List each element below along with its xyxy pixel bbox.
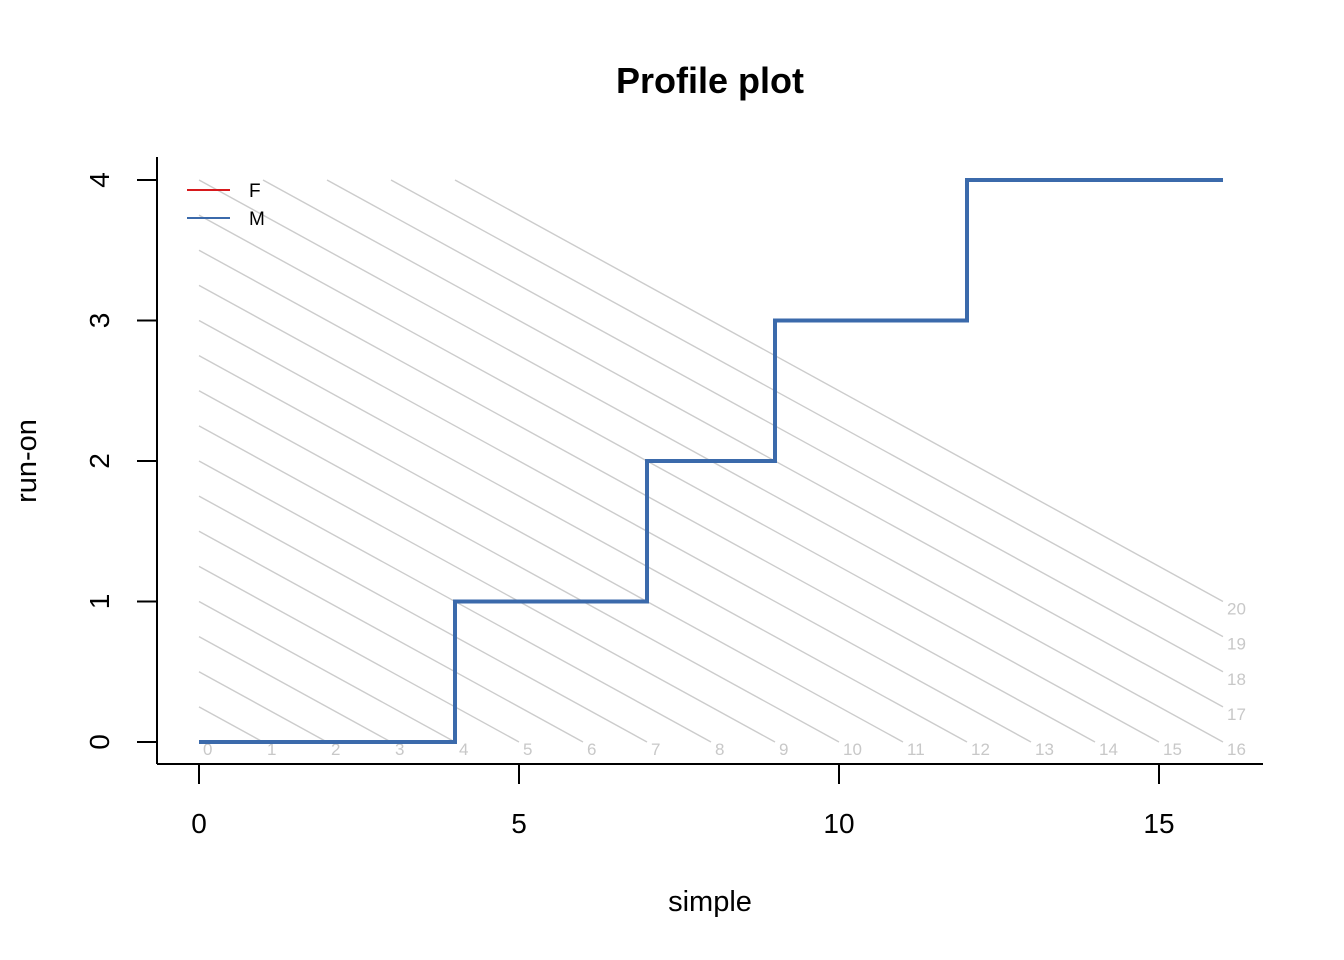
y-tick-label: 4 — [84, 172, 115, 188]
reference-line — [198, 284, 1032, 743]
reference-line — [198, 495, 648, 743]
reference-line — [198, 390, 840, 743]
x-tick-label: 10 — [823, 808, 854, 839]
reference-line-label: 2 — [331, 740, 340, 759]
reference-line-label: 9 — [779, 740, 788, 759]
reference-line — [390, 179, 1224, 638]
reference-line-label: 12 — [971, 740, 990, 759]
reference-line-label: 18 — [1227, 670, 1246, 689]
reference-line-label: 10 — [843, 740, 862, 759]
reference-line-label: 7 — [651, 740, 660, 759]
y-tick-label: 3 — [84, 313, 115, 329]
reference-line-label: 6 — [587, 740, 596, 759]
reference-line — [262, 179, 1224, 708]
y-tick-label: 2 — [84, 453, 115, 469]
reference-line — [198, 425, 776, 743]
reference-line-label: 8 — [715, 740, 724, 759]
reference-line — [454, 179, 1224, 603]
reference-line-label: 1 — [267, 740, 276, 759]
y-tick-label: 1 — [84, 594, 115, 610]
series-line-m — [199, 178, 1223, 744]
legend-label-f: F — [249, 181, 261, 202]
series-layer — [199, 178, 1223, 744]
reference-line — [198, 565, 520, 743]
x-tick-label: 5 — [511, 808, 527, 839]
x-tick-label: 0 — [191, 808, 207, 839]
reference-line-label: 13 — [1035, 740, 1054, 759]
reference-line-label: 11 — [907, 740, 925, 759]
reference-line-label: 4 — [459, 740, 468, 759]
legend-label-m: M — [249, 209, 265, 230]
x-axis-label: simple — [668, 886, 752, 918]
reference-line — [198, 530, 584, 743]
reference-line — [198, 319, 968, 743]
reference-line — [198, 671, 328, 743]
reference-line-label: 3 — [395, 740, 404, 759]
reference-line-label: 15 — [1163, 740, 1182, 759]
chart-title: Profile plot — [616, 60, 804, 101]
x-ticks: 0 5 10 15 — [191, 764, 1175, 839]
reference-line-label: 19 — [1227, 635, 1246, 654]
reference-line — [198, 214, 1160, 743]
reference-line — [198, 706, 264, 743]
reference-line-label: 16 — [1227, 740, 1246, 759]
reference-line-label: 5 — [523, 740, 532, 759]
reference-line-label: 0 — [203, 740, 212, 759]
reference-line-label: 17 — [1227, 705, 1246, 724]
reference-line — [198, 355, 904, 743]
y-axis-label: run-on — [11, 419, 43, 503]
reference-line-label: 14 — [1099, 740, 1118, 759]
reference-line — [198, 600, 456, 743]
y-ticks: 0 1 2 3 4 — [84, 172, 157, 750]
legend: FM — [187, 181, 265, 230]
reference-line — [198, 636, 392, 743]
reference-line-label: 20 — [1227, 600, 1246, 619]
x-tick-label: 15 — [1143, 808, 1174, 839]
y-tick-label: 0 — [84, 734, 115, 750]
